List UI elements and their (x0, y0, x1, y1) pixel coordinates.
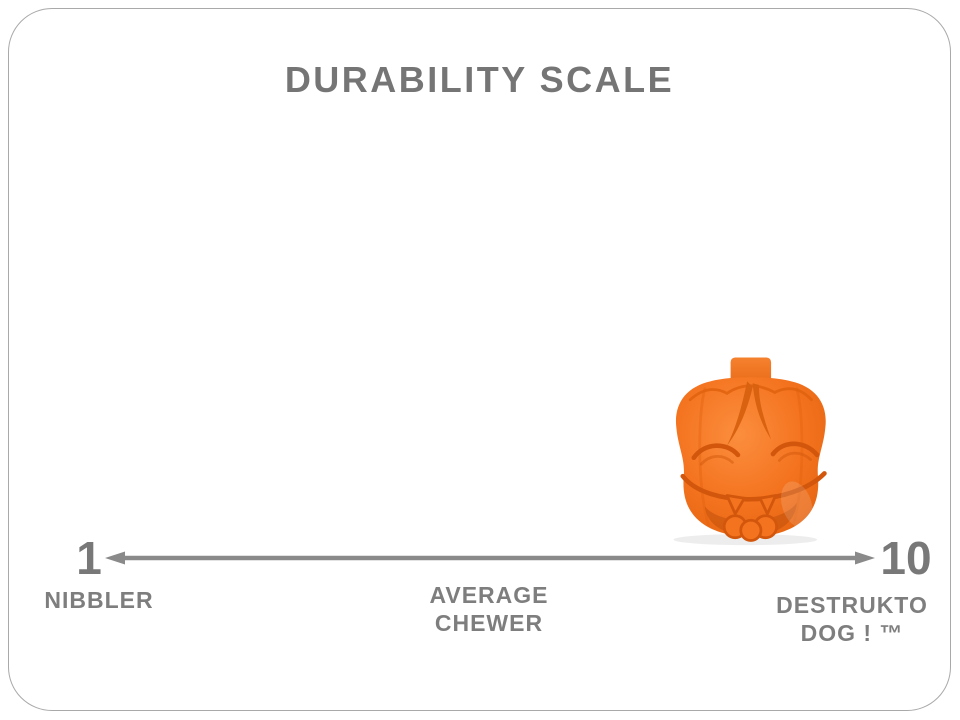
scale-max-value: 10 (880, 532, 932, 584)
scale-mid-label: AVERAGE CHEWER (379, 581, 599, 637)
double-arrow-icon (105, 551, 875, 565)
slide-card: DURABILITY SCALE 1 10 NIBBLER AVERAGE CH… (8, 8, 951, 711)
durability-scale-arrow (99, 550, 881, 566)
scale-max-label-line2: DOG ! ™ (800, 620, 904, 646)
scale-mid-label-line2: CHEWER (434, 610, 544, 636)
scale-mid-label-line1: AVERAGE (429, 582, 549, 608)
scale-min-label: NIBBLER (44, 587, 154, 613)
scale-max-label: DESTRUKTO DOG ! ™ (767, 591, 937, 647)
scale-max-label-line1: DESTRUKTO (776, 592, 928, 618)
scale-min-value: 1 (76, 532, 102, 584)
pumpkin-jack-o-lantern-toy-image (657, 350, 841, 548)
page-title: DURABILITY SCALE (284, 59, 675, 100)
pumpkin-toy-icon (673, 357, 827, 546)
